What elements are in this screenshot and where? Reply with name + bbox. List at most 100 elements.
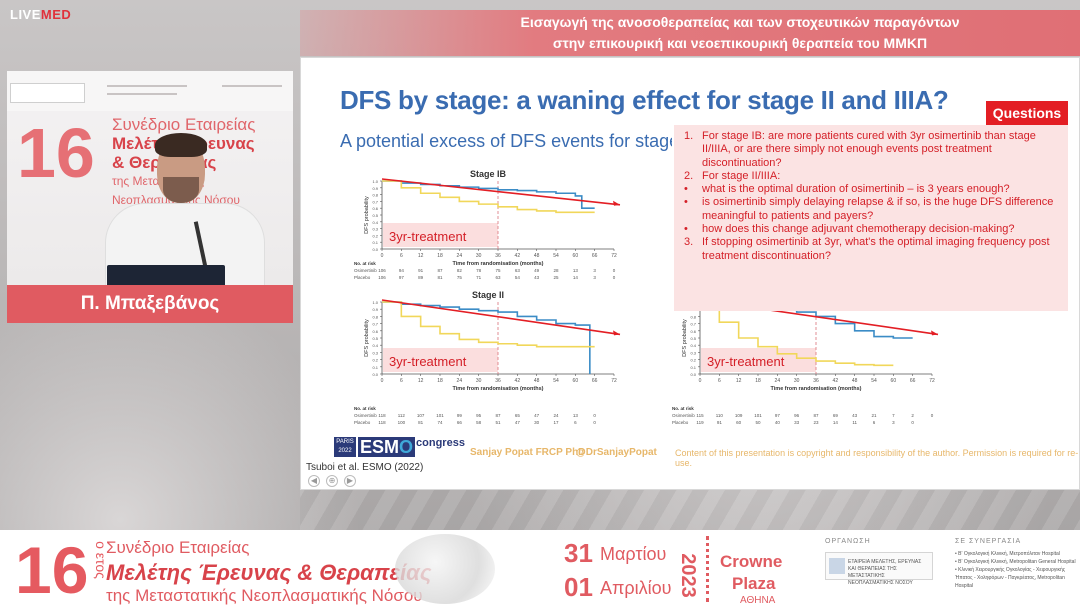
risk-table-cell: 82	[457, 268, 463, 273]
risk-table-cell: 0	[613, 275, 616, 280]
speaker-video: 16 Συνέδριο Εταιρείας Μελέτης Έρευνας & …	[7, 71, 293, 285]
speaker-hair	[155, 133, 207, 157]
y-tick-label: 1.0	[372, 179, 378, 184]
backdrop-line	[222, 85, 282, 87]
esmo-logo: PARIS 2022 ESMO congress	[334, 437, 465, 457]
risk-table-cell: 87	[495, 413, 501, 418]
risk-table-cell: 89	[418, 275, 424, 280]
risk-table-cell: 96	[794, 413, 800, 418]
risk-table-cell: 3	[593, 275, 596, 280]
risk-table-label: No. at risk	[672, 406, 694, 411]
backdrop-line	[107, 93, 177, 95]
risk-table-cell: 106	[378, 268, 386, 273]
risk-table-cell: 95	[476, 413, 482, 418]
risk-table-cell: 6	[873, 420, 876, 425]
y-tick-label: 0.1	[372, 365, 378, 370]
x-tick-label: 42	[515, 253, 521, 259]
x-tick-label: 48	[534, 253, 540, 259]
risk-table-row-name: Placebo	[354, 420, 371, 425]
risk-table-row-name: Placebo	[672, 420, 689, 425]
cooperation-item: • Β' Ογκολογική Κλινική, Μετροπόλιταν Ho…	[955, 551, 1060, 557]
x-tick-label: 0	[699, 378, 702, 384]
risk-table-cell: 21	[871, 413, 877, 418]
x-tick-label: 24	[457, 378, 463, 384]
banner-number: 16	[15, 533, 89, 607]
x-tick-label: 60	[573, 253, 579, 259]
treatment-region	[701, 348, 816, 372]
risk-table-cell: 2	[911, 413, 914, 418]
zoom-button[interactable]: ⊕	[326, 475, 338, 487]
question-item: • what is the optimal duration of osimert…	[684, 183, 1010, 196]
risk-table-cell: 49	[534, 268, 540, 273]
y-tick-label: 0.1	[372, 240, 378, 245]
slide-title: DFS by stage: a waning effect for stage …	[340, 85, 949, 115]
risk-table-cell: 25	[553, 275, 559, 280]
banner-line1: Συνέδριο Εταιρείας	[106, 538, 250, 557]
y-tick-label: 0.8	[372, 193, 378, 198]
y-tick-label: 0.9	[372, 307, 378, 312]
slide-author: Sanjay Popat FRCP PhD	[470, 447, 586, 458]
trend-arrow-head	[613, 330, 620, 336]
risk-table-label: No. at risk	[354, 261, 376, 266]
y-axis-label: DFS probability	[364, 319, 370, 357]
risk-table-cell: 75	[495, 268, 501, 273]
risk-table-cell: 97	[399, 275, 405, 280]
risk-table-cell: 100	[398, 420, 406, 425]
y-axis-label: DFS probability	[682, 319, 688, 357]
banner-date1: 31	[564, 538, 593, 568]
risk-table-cell: 112	[398, 413, 406, 418]
risk-table-row-name: Osimertinib	[354, 268, 377, 273]
x-tick-label: 18	[755, 378, 761, 384]
risk-table-cell: 69	[833, 413, 839, 418]
banner-venue2: Plaza	[732, 574, 776, 593]
risk-table-cell: 65	[515, 413, 521, 418]
x-tick-label: 60	[573, 378, 579, 384]
y-tick-label: 0.4	[372, 220, 378, 225]
x-tick-label: 36	[813, 378, 819, 384]
risk-table-cell: 47	[534, 413, 540, 418]
risk-table-cell: 43	[534, 275, 540, 280]
risk-table-cell: 28	[553, 268, 559, 273]
next-slide-button[interactable]: ▶	[344, 475, 356, 487]
slide-citation: Tsuboi et al. ESMO (2022)	[306, 462, 424, 473]
risk-table-cell: 33	[794, 420, 800, 425]
x-tick-label: 48	[534, 378, 540, 384]
x-axis-label: Time from randomisation (months)	[453, 261, 544, 267]
x-tick-label: 30	[476, 378, 482, 384]
risk-table-cell: 118	[378, 420, 386, 425]
x-tick-label: 18	[437, 253, 443, 259]
esmo-wordmark: ESMO	[358, 437, 416, 457]
esmo-congress: congress	[416, 437, 465, 449]
prev-slide-button[interactable]: ◀	[308, 475, 320, 487]
risk-table-cell: 0	[613, 268, 616, 273]
x-tick-label: 66	[592, 253, 598, 259]
y-tick-label: 0.8	[690, 314, 696, 319]
banner-venue1: Crowne	[720, 552, 783, 571]
banner-divider	[706, 536, 710, 602]
series-line-placebo	[382, 301, 595, 348]
y-tick-label: 0.6	[372, 206, 378, 211]
risk-table-cell: 109	[735, 413, 743, 418]
slide-subtitle: A potential excess of DFS events for sta…	[340, 131, 672, 151]
x-tick-label: 6	[400, 378, 403, 384]
x-tick-label: 42	[515, 378, 521, 384]
y-tick-label: 0.4	[372, 343, 378, 348]
risk-table-cell: 81	[418, 420, 424, 425]
y-tick-label: 0.3	[690, 350, 696, 355]
question-item: • how does this change adjuvant chemother…	[684, 223, 1015, 236]
risk-table-cell: 119	[696, 420, 704, 425]
x-tick-label: 48	[852, 378, 858, 384]
risk-table-cell: 14	[573, 275, 579, 280]
treatment-annotation: 3yr-treatment	[389, 229, 467, 244]
risk-table-label: No. at risk	[354, 406, 376, 411]
risk-table-cell: 91	[418, 268, 424, 273]
y-tick-label: 0.2	[372, 233, 378, 238]
x-tick-label: 0	[381, 253, 384, 259]
y-tick-label: 0.0	[690, 372, 696, 377]
series-line-placebo	[700, 301, 894, 367]
laptop	[107, 265, 225, 285]
risk-table-cell: 106	[378, 275, 386, 280]
risk-table-cell: 97	[775, 413, 781, 418]
organizer-logo: ΕΤΑΙΡΕΙΑ ΜΕΛΕΤΗΣ, ΕΡΕΥΝΑΣ ΚΑΙ ΘΕΡΑΠΕΙΑΣ …	[825, 552, 933, 586]
x-tick-label: 24	[457, 253, 463, 259]
